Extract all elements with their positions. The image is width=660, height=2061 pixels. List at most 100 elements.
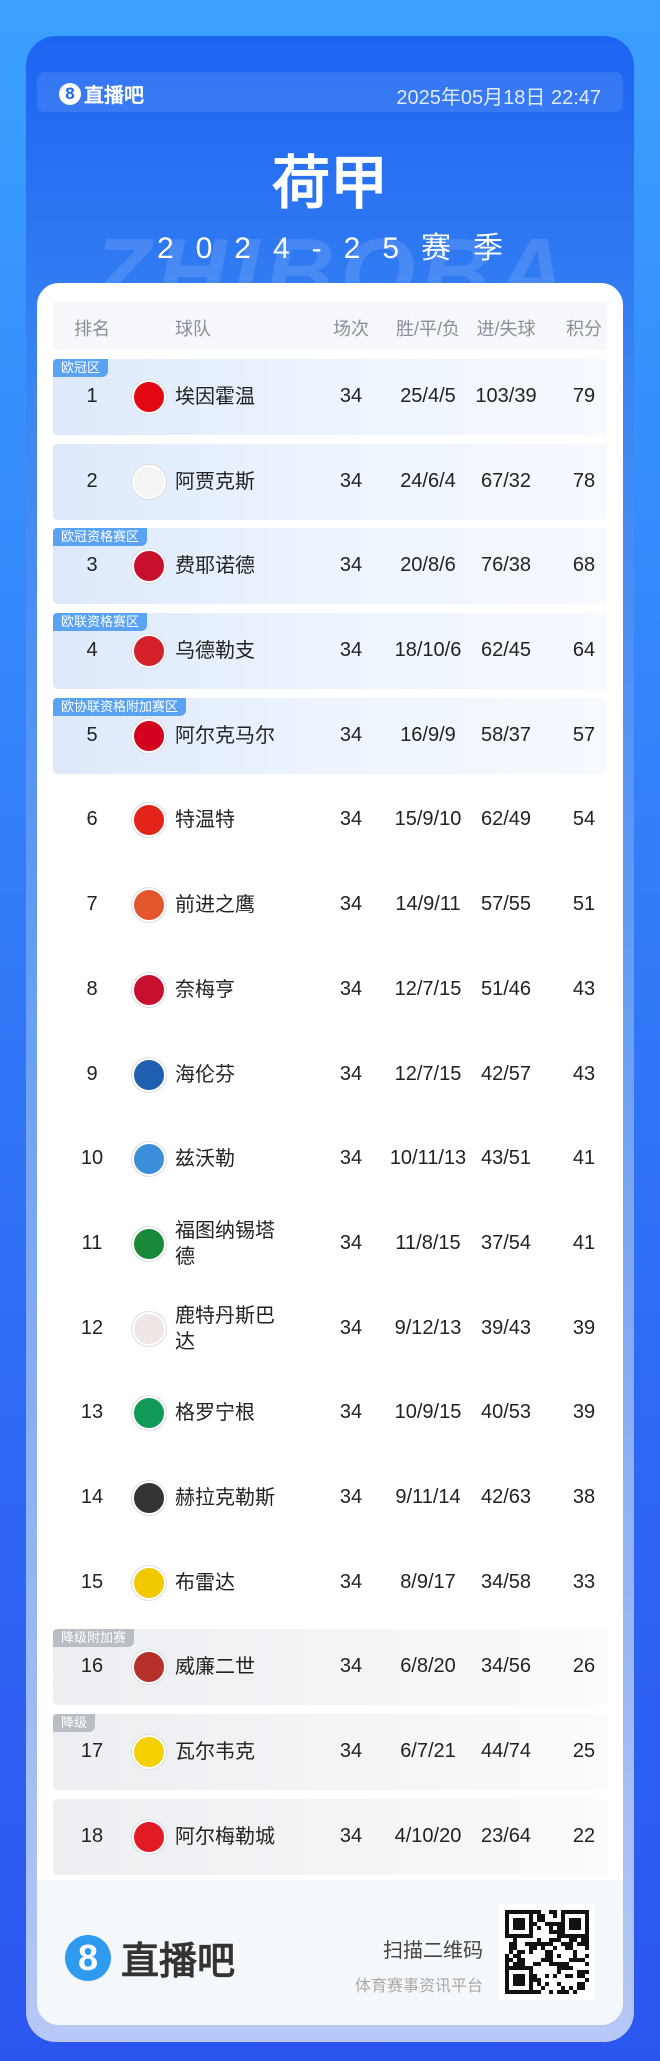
rank: 16 [80, 1655, 104, 1678]
win-draw-loss: 24/6/4 [400, 469, 456, 492]
team-badge-icon [132, 1565, 166, 1600]
qr-code[interactable] [499, 1904, 595, 2000]
win-draw-loss: 4/10/20 [394, 1824, 462, 1847]
table-row[interactable]: 15 布雷达 34 8/9/17 34/58 33 [53, 1545, 607, 1621]
table-row[interactable]: 13 格罗宁根 34 10/9/15 40/53 39 [53, 1375, 607, 1451]
played: 34 [339, 1062, 363, 1085]
tagline: 体育赛事资讯平台 [354, 1978, 483, 1995]
win-draw-loss: 18/10/6 [394, 639, 462, 662]
table-row[interactable]: 9 海伦芬 34 12/7/15 42/57 43 [53, 1037, 607, 1113]
team-name[interactable]: 特温特 [175, 809, 235, 832]
table-row[interactable]: 10 兹沃勒 34 10/11/13 43/51 41 [53, 1121, 607, 1197]
rank: 11 [81, 1231, 103, 1254]
win-draw-loss: 15/9/10 [394, 808, 462, 831]
team-name[interactable]: 乌德勒支 [175, 640, 255, 663]
table-row[interactable]: 18 阿尔梅勒城 34 4/10/20 23/64 22 [53, 1798, 607, 1875]
table-header: 排名 球队 场次 胜/平/负 进/失球 积分 [53, 302, 607, 350]
team-name[interactable]: 阿贾克斯 [175, 470, 255, 493]
played: 34 [339, 1655, 363, 1678]
table-row[interactable]: 14 赫拉克勒斯 34 9/11/14 42/63 38 [53, 1460, 607, 1536]
datetime: 2025年05月18日 22:47 [396, 87, 601, 109]
team-name[interactable]: 赫拉克勒斯 [175, 1486, 275, 1509]
points: 39 [572, 1316, 596, 1339]
goals-for-against: 62/45 [480, 639, 532, 662]
win-draw-loss: 6/8/20 [400, 1655, 456, 1678]
goals-for-against: 37/54 [480, 1231, 532, 1254]
rank: 4 [86, 639, 98, 662]
team-badge-icon [132, 1057, 166, 1092]
team-badge-icon [132, 1226, 166, 1261]
table-row[interactable]: 12 鹿特丹斯巴达 34 9/12/13 39/43 39 [53, 1291, 607, 1367]
win-draw-loss: 9/12/13 [394, 1316, 462, 1339]
points: 43 [572, 1062, 596, 1085]
zone-label: 欧冠区 [53, 359, 109, 377]
rank: 9 [86, 1062, 98, 1085]
rank: 1 [86, 385, 98, 407]
points: 68 [572, 554, 596, 577]
zone-label: 降级附加赛 [53, 1629, 135, 1648]
points: 33 [572, 1570, 596, 1593]
table-row[interactable]: 7 前进之鹰 34 14/9/11 57/55 51 [53, 867, 607, 943]
rank: 3 [86, 554, 98, 577]
team-name[interactable]: 阿尔克马尔 [175, 724, 275, 747]
points: 38 [572, 1485, 596, 1508]
team-name[interactable]: 海伦芬 [175, 1063, 235, 1086]
win-draw-loss: 10/11/13 [389, 1147, 467, 1170]
team-name[interactable]: 威廉二世 [175, 1656, 255, 1679]
team-name[interactable]: 前进之鹰 [175, 894, 255, 917]
team-name[interactable]: 布雷达 [175, 1571, 235, 1594]
zone-label: 欧协联资格附加赛区 [53, 697, 187, 716]
points: 39 [572, 1401, 596, 1424]
top-bar: 8 直播吧 2025年05月18日 22:47 [37, 72, 623, 112]
standings-card: 排名 球队 场次 胜/平/负 进/失球 积分 欧冠区 1 埃因霍温 34 25/4/5 1… [37, 283, 623, 2025]
table-row[interactable]: 11 福图纳锡塔德 34 11/8/15 37/54 41 [53, 1206, 607, 1282]
goals-for-against: 76/38 [480, 554, 532, 577]
team-badge-icon [132, 1650, 166, 1685]
points: 57 [572, 723, 596, 746]
played: 34 [339, 808, 363, 831]
win-draw-loss: 12/7/15 [394, 977, 462, 1000]
team-name[interactable]: 阿尔梅勒城 [175, 1825, 275, 1848]
team-name[interactable]: 鹿特丹斯巴达 [175, 1304, 275, 1353]
table-row[interactable]: 8 奈梅亨 34 12/7/15 51/46 43 [53, 952, 607, 1028]
played: 34 [339, 1824, 363, 1847]
header-wdl: 胜/平/负 [395, 319, 460, 339]
table-row[interactable]: 2 阿贾克斯 34 24/6/4 67/32 78 [53, 443, 607, 520]
team-name[interactable]: 福图纳锡塔德 [175, 1219, 275, 1268]
win-draw-loss: 9/11/14 [395, 1485, 461, 1508]
played: 34 [339, 639, 363, 662]
brand-eight-icon: 8 [65, 1934, 111, 1981]
goals-for-against: 42/63 [480, 1485, 532, 1508]
win-draw-loss: 10/9/15 [394, 1401, 462, 1424]
table-row[interactable]: 欧联资格赛区 4 乌德勒支 34 18/10/6 62/45 64 [53, 613, 607, 690]
team-name[interactable]: 费耶诺德 [175, 555, 255, 578]
team-badge-icon [132, 634, 166, 669]
goals-for-against: 42/57 [480, 1062, 532, 1085]
qr-code-icon [505, 1910, 589, 1994]
team-badge-icon [132, 549, 166, 584]
table-row[interactable]: 欧冠区 1 埃因霍温 34 25/4/5 103/39 79 [53, 359, 607, 435]
played: 34 [339, 1316, 363, 1339]
table-row[interactable]: 6 特温特 34 15/9/10 62/49 54 [53, 782, 607, 858]
points: 78 [572, 469, 596, 492]
goals-for-against: 23/64 [480, 1824, 532, 1847]
table-row[interactable]: 降级 17 瓦尔韦克 34 6/7/21 44/74 25 [53, 1714, 607, 1790]
table-row[interactable]: 欧协联资格附加赛区 5 阿尔克马尔 34 16/9/9 58/37 57 [53, 697, 607, 774]
win-draw-loss: 16/9/9 [400, 723, 456, 746]
points: 26 [572, 1655, 596, 1678]
played: 34 [339, 554, 363, 577]
zone-label: 欧联资格赛区 [53, 613, 148, 632]
team-name[interactable]: 埃因霍温 [175, 386, 255, 408]
table-row[interactable]: 欧冠资格赛区 3 费耶诺德 34 20/8/6 76/38 68 [53, 528, 607, 605]
team-badge-icon [132, 888, 166, 923]
played: 34 [339, 1401, 363, 1424]
table-row[interactable]: 降级附加赛 16 威廉二世 34 6/8/20 34/56 26 [53, 1629, 607, 1706]
team-badge-icon [132, 464, 166, 499]
played: 34 [339, 977, 363, 1000]
rank: 8 [86, 977, 98, 1000]
team-name[interactable]: 瓦尔韦克 [175, 1741, 255, 1763]
zone-label: 降级 [53, 1714, 96, 1732]
team-name[interactable]: 兹沃勒 [175, 1148, 235, 1171]
team-name[interactable]: 格罗宁根 [175, 1402, 255, 1425]
team-name[interactable]: 奈梅亨 [175, 978, 235, 1001]
